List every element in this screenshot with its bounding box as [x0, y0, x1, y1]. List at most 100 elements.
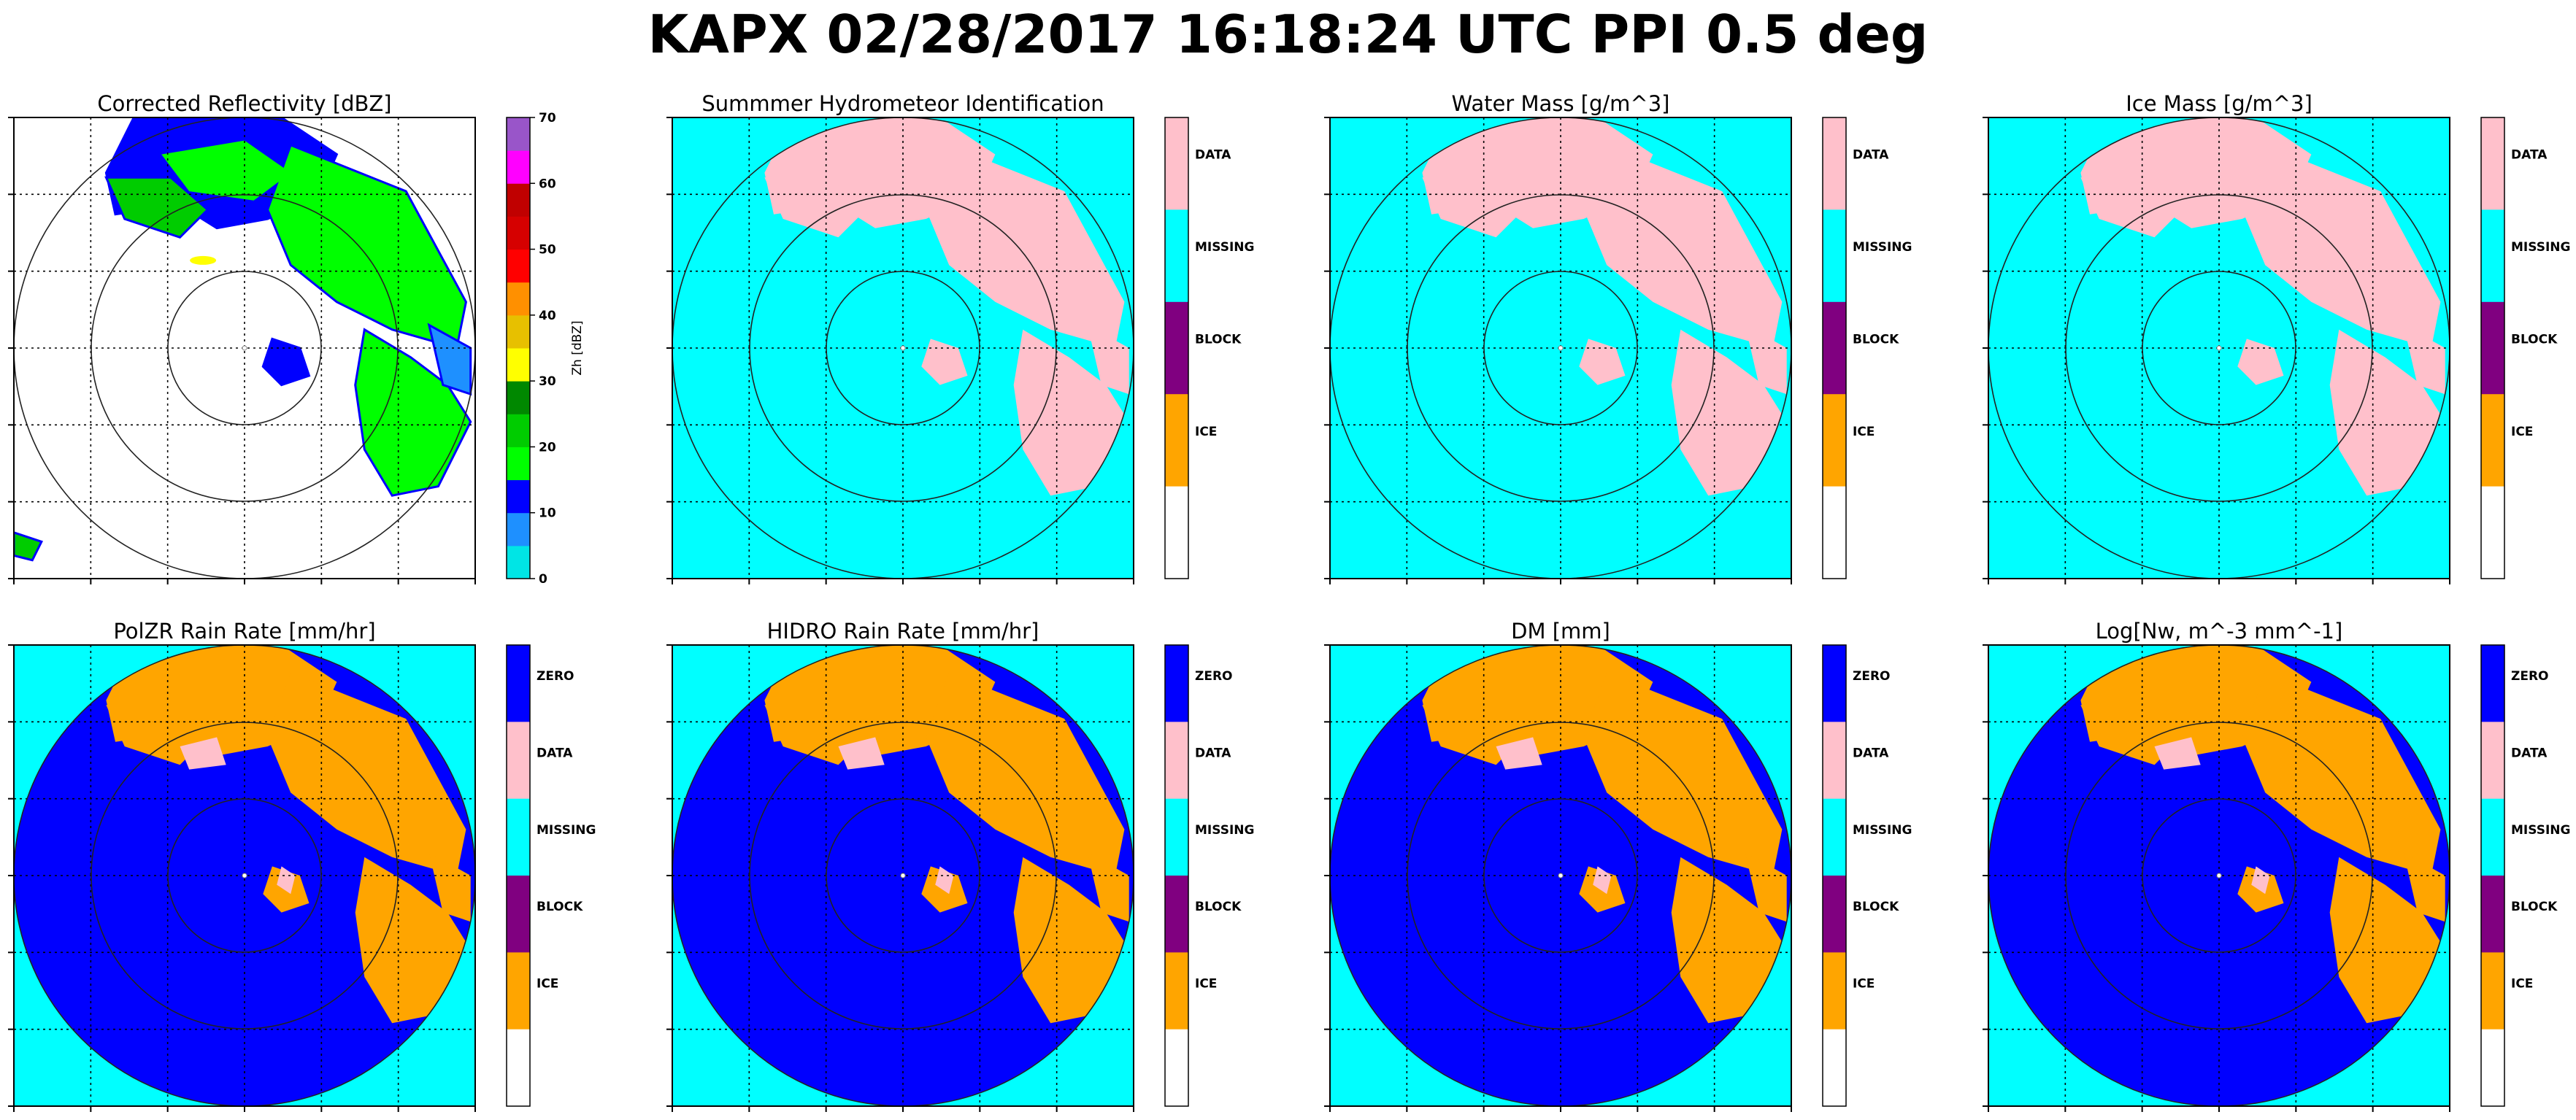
colorbar-bin	[1165, 394, 1188, 487]
echo-detail	[1496, 737, 1542, 770]
colorbar-category-label: ZERO	[1195, 669, 1232, 684]
echo-region	[104, 176, 209, 239]
colorbar-label: Zh [dBZ]	[570, 320, 585, 375]
echo-detail	[180, 737, 226, 770]
echo-group	[672, 645, 1129, 1088]
echo-region	[2403, 852, 2445, 922]
colorbar-bin	[1823, 645, 1846, 722]
echo-detail	[1593, 866, 1612, 895]
colorbar-category-label: BLOCK	[1195, 900, 1242, 914]
panel-2: Summmer Hydrometeor Identification DATA MI…	[666, 91, 1254, 584]
plot-frame	[1988, 644, 2450, 1107]
colorbar-bin	[2481, 486, 2504, 579]
echo-region	[1087, 325, 1129, 395]
range-ring	[826, 798, 980, 953]
colorbar-bin	[507, 282, 530, 316]
colorbar: ZERO DATA MISSING BLOCK ICE	[1164, 644, 1254, 1107]
echo-region	[1013, 857, 1129, 1024]
range-ring	[167, 271, 322, 425]
echo-region	[2329, 329, 2445, 496]
colorbar-bin	[1823, 798, 1846, 876]
echo-region	[926, 144, 1125, 348]
echo-group	[1330, 645, 1787, 1088]
range-ring	[1483, 271, 1638, 425]
colorbar-bin	[1823, 952, 1846, 1030]
colorbar-category-label: ICE	[2511, 976, 2533, 991]
echo-region	[2329, 857, 2445, 1024]
colorbar-frame	[1822, 117, 1847, 579]
colorbar-category-label: MISSING	[1853, 240, 1912, 255]
colorbar-bin	[507, 150, 530, 184]
colorbar-category-label: DATA	[1853, 746, 1889, 760]
colorbar-frame	[506, 644, 531, 1107]
radar-site	[242, 345, 247, 351]
plot-frame	[13, 644, 476, 1107]
colorbar-category-label: ICE	[1195, 425, 1217, 439]
colorbar-category-label: MISSING	[1853, 823, 1912, 838]
radar-site	[1558, 873, 1564, 878]
colorbar-bin	[507, 314, 530, 349]
colorbar-category-label: BLOCK	[2511, 900, 2558, 914]
colorbar-bin	[1165, 209, 1188, 303]
echo-region	[1013, 329, 1129, 496]
colorbar-bin	[507, 512, 530, 547]
colorbar-category-label: BLOCK	[1853, 332, 1899, 347]
echo-region	[267, 672, 466, 876]
echo-group	[672, 117, 1129, 560]
range-ring	[1407, 194, 1715, 502]
colorbar-category-label: MISSING	[537, 823, 596, 838]
range-ring	[1407, 722, 1715, 1030]
radar-site	[242, 873, 247, 878]
range-ring	[167, 798, 322, 953]
colorbar: ZERO DATA MISSING BLOCK ICE	[1822, 644, 1912, 1107]
echo-region	[2403, 325, 2445, 395]
colorbar-bin	[1165, 645, 1188, 722]
colorbar-frame	[506, 117, 531, 579]
radar-site	[2216, 873, 2222, 878]
colorbar-bin	[1165, 876, 1188, 953]
colorbar-category-label: BLOCK	[1195, 332, 1242, 347]
colorbar-category-label: ICE	[1853, 425, 1875, 439]
colorbar-category-label: DATA	[1195, 746, 1231, 760]
panel-6: HIDRO Rain Rate [mm/hr] ZERO DATA MISSING BL…	[666, 619, 1254, 1112]
colorbar-bin	[507, 876, 530, 953]
panel-4: Ice Mass [g/m^3] DATA MISSING BLOCK ICE	[1983, 91, 2570, 584]
panel-title: Summmer Hydrometeor Identification	[701, 91, 1104, 116]
colorbar-bin	[2481, 301, 2504, 395]
echo-region	[2080, 177, 2183, 238]
colorbar-bin	[507, 381, 530, 414]
colorbar-bin	[1823, 722, 1846, 800]
colorbar-bin	[1165, 798, 1188, 876]
colorbar-tick-label: 20	[539, 440, 556, 455]
colorbar-category-label: ICE	[1853, 976, 1875, 991]
colorbar-frame	[1164, 117, 1189, 579]
range-ring	[1483, 798, 1638, 953]
plot-frame	[672, 117, 1134, 579]
echo-region	[1671, 857, 1787, 1024]
plot-frame	[672, 644, 1134, 1107]
colorbar-tick-label: 10	[539, 506, 556, 521]
range-ring	[2142, 271, 2296, 425]
colorbar-bin	[1165, 1029, 1188, 1107]
colorbar-category-label: ZERO	[1853, 669, 1890, 684]
range-ring	[2065, 194, 2373, 502]
colorbar-bin	[507, 1029, 530, 1107]
range-ring	[91, 194, 399, 502]
panel-title: HIDRO Rain Rate [mm/hr]	[767, 619, 1039, 644]
colorbar-category-label: DATA	[2511, 746, 2548, 760]
panel-title: Ice Mass [g/m^3]	[2126, 91, 2312, 116]
echo-detail	[838, 737, 885, 770]
colorbar-frame	[2480, 117, 2505, 579]
colorbar-category-label: BLOCK	[1853, 900, 1899, 914]
colorbar-bin	[2481, 645, 2504, 722]
panel-title: Water Mass [g/m^3]	[1452, 91, 1670, 116]
colorbar-category-label: DATA	[2511, 148, 2548, 163]
colorbar: DATA MISSING BLOCK ICE	[1164, 117, 1254, 579]
colorbar-bin	[2481, 1029, 2504, 1107]
echo-region	[428, 852, 471, 922]
echo-region	[355, 857, 471, 1024]
colorbar-bin	[507, 722, 530, 800]
echo-group	[1330, 117, 1787, 560]
plot-frame	[13, 117, 476, 579]
